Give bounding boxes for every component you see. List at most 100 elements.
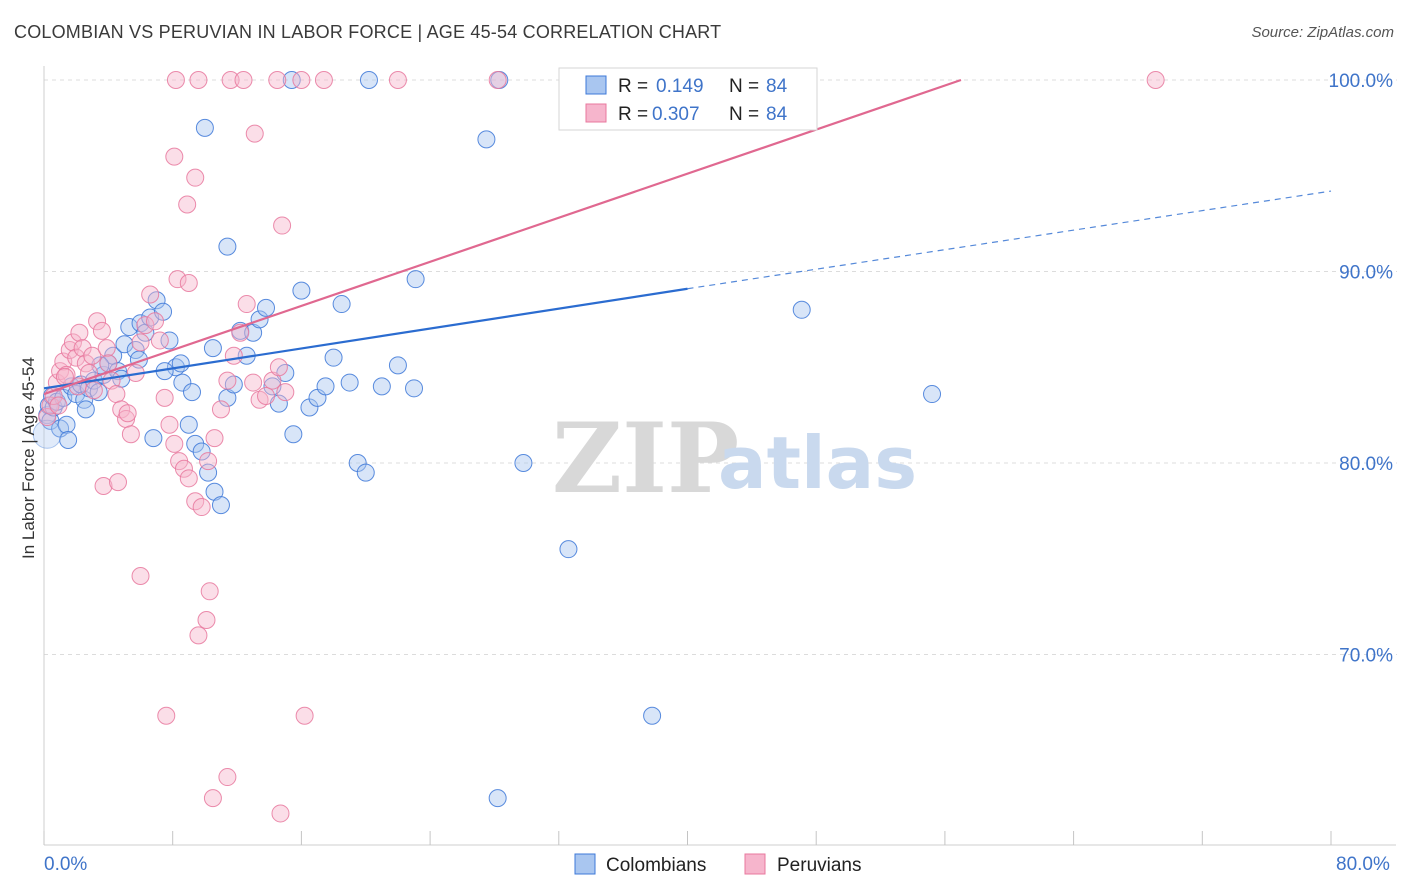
- bottom-swatch-peruvians: [744, 853, 766, 875]
- bottom-legend-peruvians: Peruvians: [777, 855, 862, 876]
- colombians-points: [32, 71, 942, 808]
- peruvian-point: [199, 452, 218, 471]
- legend-swatch-colombians: [585, 75, 607, 95]
- peruvian-point: [136, 316, 155, 335]
- legend-n-label-peruvians: N =: [729, 104, 759, 125]
- colombian-point: [356, 463, 375, 482]
- peruvian-point: [269, 358, 288, 377]
- source-label: Source: ZipAtlas.com: [1251, 24, 1394, 41]
- peruvians-points: [38, 71, 1165, 823]
- peruvian-point: [179, 469, 198, 488]
- colombians-trend-line: [43, 287, 688, 390]
- peruvian-point: [109, 473, 128, 492]
- peruvian-point: [237, 295, 256, 314]
- bottom-swatch-colombians: [574, 853, 596, 875]
- colombian-point: [284, 425, 303, 444]
- colombian-point: [282, 71, 301, 89]
- peruvian-point: [244, 373, 263, 392]
- x-tick-min: 0.0%: [44, 854, 87, 875]
- colombian-point: [32, 419, 62, 449]
- colombian-point: [340, 373, 359, 392]
- bottom-legend-colombians: Colombians: [606, 855, 706, 876]
- peruvian-point: [1146, 71, 1165, 89]
- colombian-point: [179, 415, 198, 434]
- peruvian-point: [221, 71, 240, 89]
- peruvian-point: [292, 71, 311, 89]
- legend-n-label-colombians: N =: [729, 76, 759, 97]
- colombian-point: [218, 237, 237, 256]
- peruvian-point: [94, 476, 113, 495]
- x-tick-max: 80.0%: [1336, 854, 1390, 875]
- axes: [43, 66, 1396, 846]
- peruvian-point: [200, 582, 219, 601]
- legend-swatch-peruvians: [585, 103, 607, 123]
- colombian-point: [292, 281, 311, 300]
- peruvian-point: [70, 323, 89, 342]
- colombian-point: [257, 298, 276, 317]
- colombian-point: [488, 789, 507, 808]
- chart-title: COLOMBIAN VS PERUVIAN IN LABOR FORCE | A…: [14, 22, 722, 42]
- peruvian-point: [84, 381, 103, 400]
- colombians-trend-extension: [687, 190, 1332, 290]
- trend-lines: [43, 78, 1332, 396]
- peruvian-point: [63, 333, 82, 352]
- colombian-point: [406, 270, 425, 289]
- y-tick-label: 70.0%: [1339, 646, 1393, 667]
- legend-r-label-colombians: R =: [618, 76, 648, 97]
- peruvian-point: [121, 425, 140, 444]
- colombian-point: [211, 496, 230, 515]
- peruvian-point: [168, 270, 187, 289]
- colombian-point: [324, 348, 343, 367]
- colombian-point: [192, 442, 211, 461]
- legend-n-value-peruvians: 84: [766, 104, 788, 125]
- peruvian-point: [97, 339, 116, 358]
- colombian-point: [173, 373, 192, 392]
- colombian-point: [115, 335, 134, 354]
- peruvian-point: [245, 124, 264, 143]
- peruvian-point: [276, 383, 295, 402]
- peruvian-point: [165, 147, 184, 166]
- peruvian-point: [76, 354, 95, 373]
- colombian-point: [559, 540, 578, 559]
- peruvian-point: [150, 331, 169, 350]
- peruvian-point: [189, 626, 208, 645]
- peruvian-point: [295, 706, 314, 725]
- colombian-point: [923, 385, 942, 404]
- peruvian-point: [203, 789, 222, 808]
- colombian-point: [186, 434, 205, 453]
- colombian-point: [195, 118, 214, 137]
- colombian-point: [316, 377, 335, 396]
- legend-r-value-peruvians: 0.307: [652, 104, 700, 125]
- colombian-point: [160, 331, 179, 350]
- peruvian-point: [488, 71, 507, 89]
- colombian-point: [388, 356, 407, 375]
- peruvian-point: [178, 195, 197, 214]
- peruvian-point: [160, 415, 179, 434]
- peruvian-point: [224, 346, 243, 365]
- peruvian-point: [273, 216, 292, 235]
- peruvians-trend-line: [43, 78, 962, 396]
- watermark-zip: ZIP: [552, 402, 739, 515]
- stats-legend: R = 0.149 N = 84 R = 0.307 N = 84: [558, 67, 818, 131]
- peruvian-point: [155, 388, 174, 407]
- peruvian-point: [218, 768, 237, 787]
- peruvian-point: [174, 459, 193, 478]
- colombian-point: [76, 400, 95, 419]
- legend-r-value-colombians: 0.149: [656, 76, 704, 97]
- peruvian-point: [179, 273, 198, 292]
- peruvian-point: [131, 333, 150, 352]
- y-tick-labels: 70.0% 80.0% 90.0% 100.0%: [1329, 71, 1394, 667]
- colombian-point: [332, 295, 351, 314]
- peruvian-point: [38, 408, 57, 427]
- peruvian-point: [218, 371, 237, 390]
- colombian-point: [477, 130, 496, 149]
- y-tick-label: 80.0%: [1339, 454, 1393, 475]
- peruvian-point: [205, 429, 224, 448]
- colombian-point: [203, 339, 222, 358]
- peruvian-point: [49, 396, 68, 415]
- peruvian-point: [192, 498, 211, 517]
- colombian-point: [792, 300, 811, 319]
- y-tick-label: 90.0%: [1339, 263, 1393, 284]
- peruvian-point: [166, 71, 185, 89]
